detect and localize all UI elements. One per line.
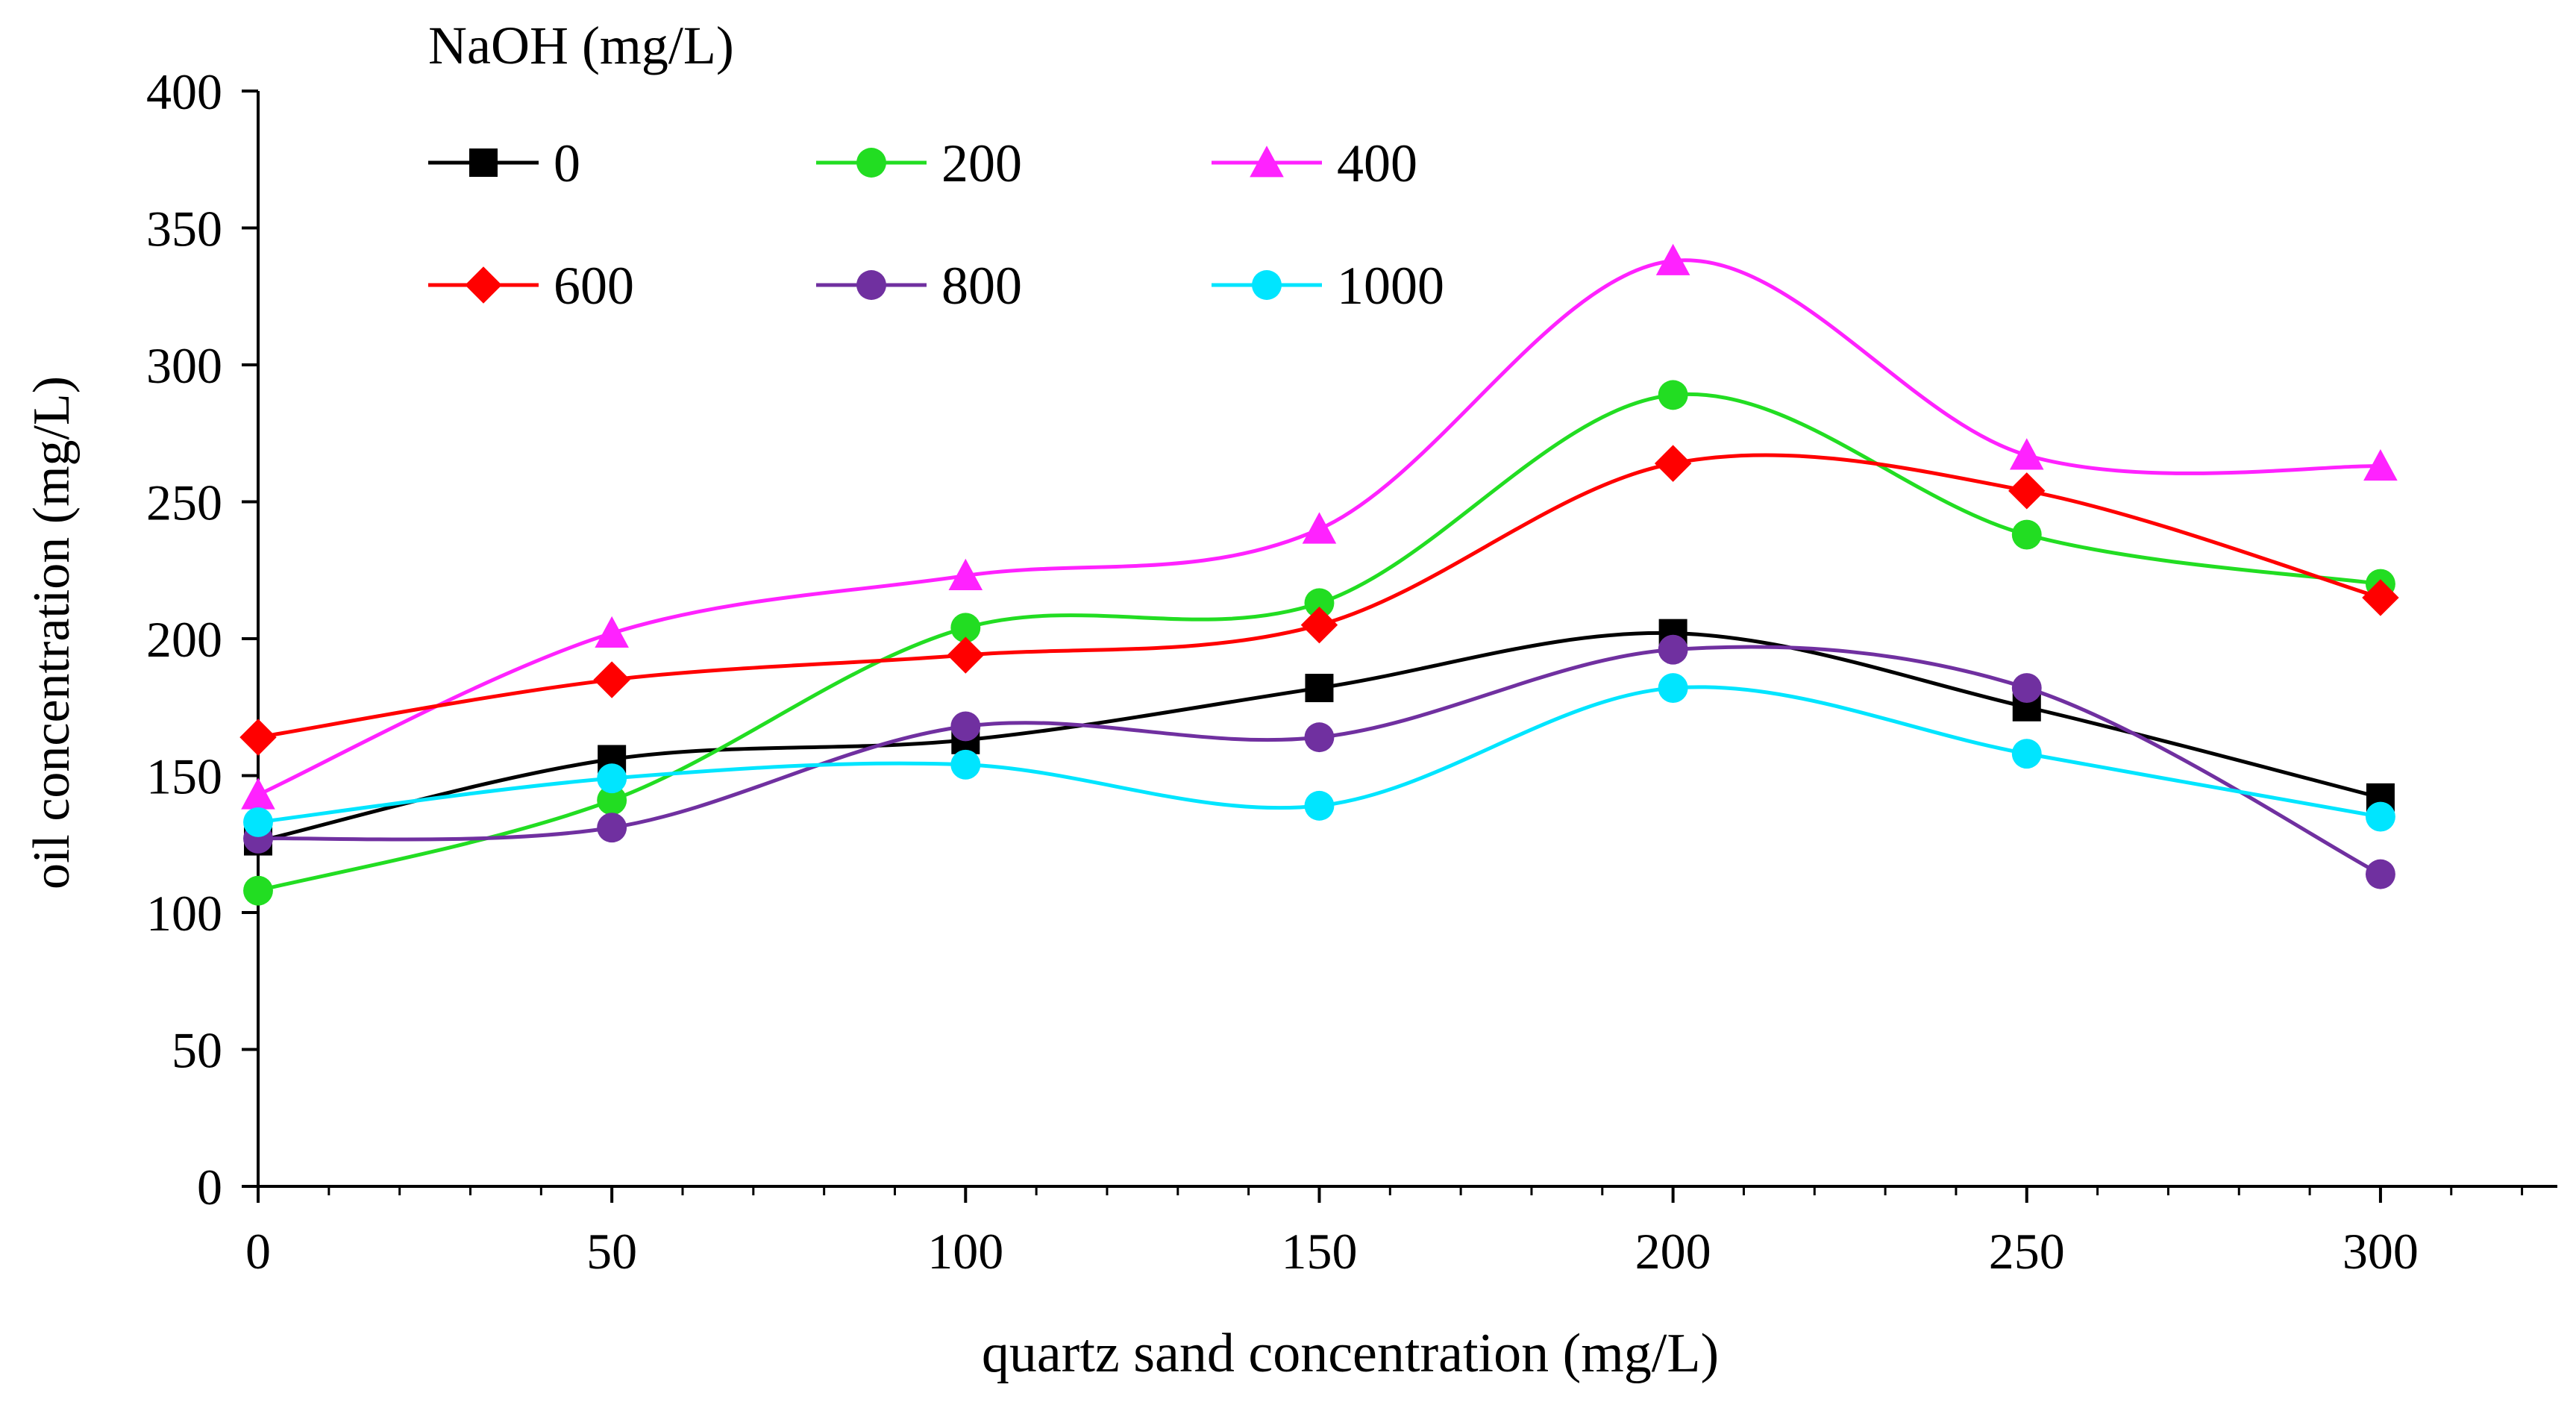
series-800 <box>243 634 2395 889</box>
data-point-600-250 <box>2008 472 2046 510</box>
legend-marker-1000 <box>1252 270 1282 300</box>
y-tick-label: 300 <box>146 337 222 394</box>
y-tick-label: 50 <box>172 1022 222 1079</box>
legend-marker-0 <box>469 148 498 177</box>
data-point-1000-100 <box>950 749 981 780</box>
y-tick-label: 200 <box>146 611 222 668</box>
x-tick-label: 250 <box>1989 1223 2065 1280</box>
data-point-600-300 <box>2362 579 2399 616</box>
data-point-200-250 <box>2011 519 2042 550</box>
y-tick-label: 150 <box>146 748 222 805</box>
data-point-200-0 <box>243 875 273 906</box>
legend-label-600: 600 <box>554 256 634 316</box>
data-point-800-300 <box>2365 859 2395 889</box>
y-tick-label: 250 <box>146 475 222 531</box>
data-point-400-100 <box>948 558 983 590</box>
legend-item-0: 0 <box>428 134 580 193</box>
data-point-600-100 <box>947 636 985 674</box>
legend-item-1000: 1000 <box>1212 256 1444 316</box>
data-point-1000-200 <box>1658 673 1688 704</box>
y-tick-label: 350 <box>146 201 222 257</box>
legend-item-600: 600 <box>428 256 634 316</box>
legend-item-400: 400 <box>1212 134 1417 193</box>
data-point-200-100 <box>950 613 981 643</box>
x-tick-label: 150 <box>1281 1223 1357 1280</box>
data-point-400-50 <box>595 616 629 648</box>
series-200 <box>243 380 2395 906</box>
data-point-400-0 <box>241 777 275 810</box>
data-point-1000-250 <box>2011 739 2042 769</box>
x-tick-label: 50 <box>586 1223 637 1280</box>
data-point-200-200 <box>1658 380 1688 410</box>
legend-marker-600 <box>465 266 502 304</box>
data-point-600-150 <box>1300 606 1338 644</box>
data-point-1000-50 <box>597 763 627 794</box>
y-tick-label: 100 <box>146 885 222 942</box>
legend-item-800: 800 <box>816 256 1022 316</box>
data-point-800-250 <box>2011 673 2042 704</box>
series-layer <box>239 243 2399 906</box>
data-point-600-50 <box>593 661 630 698</box>
data-point-800-200 <box>1658 634 1688 665</box>
data-point-600-200 <box>1654 445 1692 482</box>
x-tick-label: 200 <box>1635 1223 1711 1280</box>
data-point-200-50 <box>597 785 627 816</box>
legend-label-800: 800 <box>941 256 1022 316</box>
data-point-0-150 <box>1305 674 1334 703</box>
legend-item-200: 200 <box>816 134 1022 193</box>
x-tick-label: 100 <box>927 1223 1003 1280</box>
data-point-400-150 <box>1302 512 1337 544</box>
series-400 <box>241 243 2398 810</box>
legend-label-0: 0 <box>554 134 580 193</box>
y-tick-label: 0 <box>197 1159 222 1215</box>
data-point-800-100 <box>950 711 981 742</box>
x-tick-label: 300 <box>2342 1223 2419 1280</box>
y-tick-label: 400 <box>146 63 222 120</box>
x-tick-label: 0 <box>245 1223 271 1280</box>
legend-marker-400 <box>1250 145 1284 178</box>
axes-layer: 0 50 100 150 200 250 300 350 400 0 50 100 150 200 250 3… <box>146 63 2557 1280</box>
legend-label-1000: 1000 <box>1337 256 1444 316</box>
data-point-800-50 <box>597 813 627 843</box>
x-axis-title: quartz sand concentration (mg/L) <box>982 1323 1719 1384</box>
data-point-400-250 <box>2009 438 2044 470</box>
data-point-1000-150 <box>1304 790 1335 821</box>
legend-marker-200 <box>856 148 886 178</box>
legend-label-400: 400 <box>1337 134 1417 193</box>
data-point-1000-0 <box>243 807 273 837</box>
legend-title: NaOH (mg/L) <box>428 16 734 75</box>
series-1000 <box>243 673 2395 837</box>
legend: 0 200 400 600 800 1000 <box>428 134 1444 316</box>
data-point-200-150 <box>1304 588 1335 619</box>
data-point-400-300 <box>2363 448 2398 481</box>
y-axis-title: oil concentration (mg/L) <box>23 376 81 889</box>
legend-marker-800 <box>856 270 886 300</box>
data-point-400-200 <box>1655 243 1690 275</box>
legend-label-200: 200 <box>941 134 1022 193</box>
data-point-600-0 <box>239 719 277 756</box>
data-point-800-150 <box>1304 722 1335 753</box>
data-point-1000-300 <box>2365 801 2395 832</box>
series-600 <box>239 445 2399 756</box>
